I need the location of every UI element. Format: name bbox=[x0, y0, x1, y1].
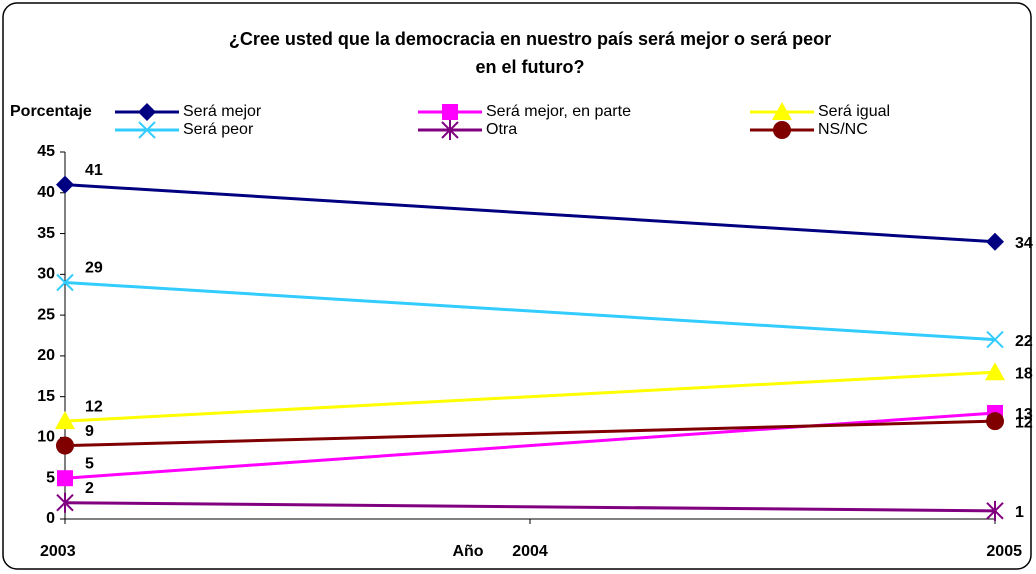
legend-item: Será igual bbox=[750, 102, 890, 120]
legend-item: NS/NC bbox=[750, 121, 868, 139]
series-line bbox=[64, 370, 996, 423]
marker bbox=[773, 121, 791, 139]
marker bbox=[441, 120, 459, 140]
data-label: 12 bbox=[85, 398, 103, 415]
y-tick-label: 20 bbox=[37, 347, 55, 364]
marker bbox=[55, 411, 75, 430]
legend-label: Otra bbox=[486, 121, 517, 138]
legend-label: Será igual bbox=[818, 103, 890, 120]
marker bbox=[56, 175, 74, 194]
data-label: 9 bbox=[85, 423, 94, 440]
x-tick-label: 2004 bbox=[512, 543, 548, 560]
legend-label: Será mejor bbox=[183, 103, 262, 120]
data-label: 22 bbox=[1015, 333, 1033, 350]
series-line bbox=[64, 419, 996, 448]
marker bbox=[56, 273, 74, 292]
marker bbox=[138, 121, 156, 139]
legend-item: Otra bbox=[418, 120, 517, 140]
data-label: 5 bbox=[85, 455, 94, 472]
y-tick-label: 30 bbox=[37, 266, 55, 283]
series-line bbox=[64, 501, 996, 513]
x-axis-label: Año bbox=[452, 543, 483, 560]
data-label: 18 bbox=[1015, 365, 1033, 382]
legend-item: Será mejor, en parte bbox=[418, 103, 631, 120]
marker bbox=[56, 436, 74, 455]
marker bbox=[986, 232, 1004, 251]
y-tick-label: 5 bbox=[46, 469, 55, 486]
series-line bbox=[64, 280, 996, 342]
y-tick-label: 40 bbox=[37, 184, 55, 201]
x-tick-label: 2005 bbox=[986, 543, 1022, 560]
y-tick-label: 25 bbox=[37, 306, 55, 323]
marker bbox=[138, 103, 156, 121]
legend-label: NS/NC bbox=[818, 121, 868, 138]
marker bbox=[985, 362, 1005, 381]
chart-title: ¿Cree usted que la democracia en nuestro… bbox=[229, 29, 831, 77]
legend-label: Será mejor, en parte bbox=[486, 103, 631, 120]
marker bbox=[442, 104, 458, 120]
y-tick-label: 35 bbox=[37, 225, 55, 242]
legend-label: Será peor bbox=[183, 121, 254, 138]
marker bbox=[986, 412, 1004, 431]
marker bbox=[772, 102, 792, 120]
series-line bbox=[64, 183, 996, 244]
marker bbox=[986, 330, 1004, 349]
data-label: 2 bbox=[85, 480, 94, 497]
legend-item: Será mejor bbox=[115, 103, 262, 121]
y-tick-label: 10 bbox=[37, 429, 55, 446]
data-label: 1 bbox=[1015, 504, 1024, 521]
marker bbox=[57, 470, 73, 487]
data-label: 34 bbox=[1015, 235, 1033, 252]
y-axis-label: Porcentaje bbox=[10, 103, 92, 120]
y-tick-label: 45 bbox=[37, 143, 55, 160]
legend-item: Será peor bbox=[115, 121, 254, 139]
data-label: 29 bbox=[85, 260, 103, 277]
marker bbox=[986, 500, 1004, 521]
y-tick-label: 15 bbox=[37, 388, 55, 405]
y-tick-label: 0 bbox=[46, 510, 55, 527]
data-label: 13 bbox=[1015, 406, 1033, 423]
marker bbox=[56, 492, 74, 513]
data-label: 41 bbox=[85, 162, 103, 179]
x-tick-label: 2003 bbox=[40, 543, 76, 560]
data-label: 12 bbox=[1015, 414, 1033, 431]
